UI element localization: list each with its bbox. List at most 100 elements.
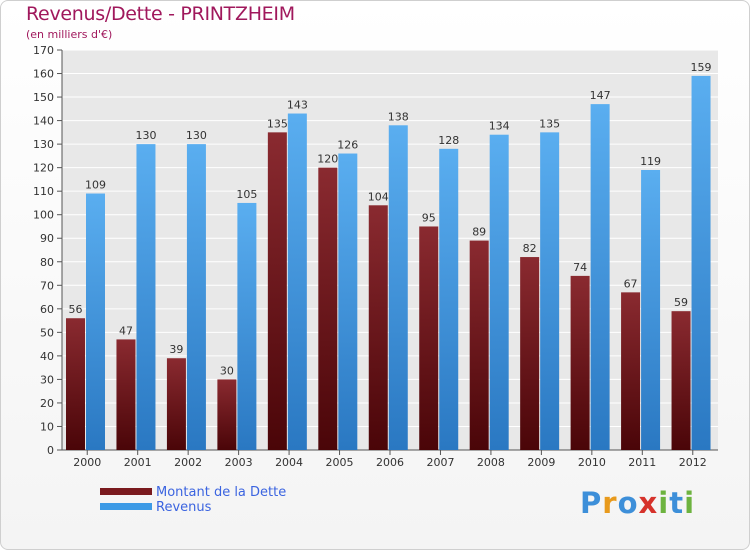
y-tick-label: 90 (40, 232, 54, 245)
x-tick-label: 2009 (527, 456, 555, 469)
legend-label-dette: Montant de la Dette (156, 485, 287, 500)
chart-subtitle: (en milliers d'€) (26, 28, 113, 41)
logo-letter: r (602, 486, 618, 520)
data-label: 74 (573, 261, 587, 274)
data-label: 128 (438, 134, 459, 147)
bar-revenus (338, 153, 358, 450)
x-tick-label: 2002 (174, 456, 202, 469)
data-label: 135 (539, 117, 560, 130)
data-label: 135 (267, 117, 288, 130)
y-tick-label: 60 (40, 303, 54, 316)
data-label: 147 (590, 89, 611, 102)
y-tick-label: 40 (40, 350, 54, 363)
y-tick-label: 10 (40, 420, 54, 433)
bar-revenus (388, 125, 408, 450)
data-label: 82 (523, 242, 537, 255)
data-label: 56 (69, 303, 83, 316)
y-tick-label: 150 (33, 91, 54, 104)
x-tick-label: 2007 (426, 456, 454, 469)
logo-letter: i (658, 486, 670, 520)
x-tick-label: 2001 (124, 456, 152, 469)
logo-letter: o (617, 486, 639, 520)
bar-revenus (439, 148, 459, 450)
data-label: 89 (472, 226, 486, 239)
y-tick-label: 50 (40, 326, 54, 339)
logo-letter: P (580, 486, 603, 520)
y-tick-label: 0 (47, 444, 54, 457)
data-label: 104 (368, 190, 389, 203)
data-label: 67 (624, 277, 638, 290)
logo-letter: t (669, 486, 685, 520)
bar-dette (116, 339, 136, 450)
y-tick-label: 160 (33, 68, 54, 81)
y-tick-label: 80 (40, 256, 54, 269)
bar-dette (166, 358, 186, 450)
legend-label-revenus: Revenus (156, 500, 212, 515)
x-tick-label: 2008 (477, 456, 505, 469)
x-tick-label: 2005 (326, 456, 354, 469)
bar-dette (419, 226, 439, 450)
logo-letter: i (684, 486, 696, 520)
bar-dette (671, 311, 691, 450)
data-label: 119 (640, 155, 661, 168)
bar-dette (469, 240, 489, 450)
legend-item-dette: Montant de la Dette (100, 485, 400, 501)
bar-revenus (287, 113, 307, 450)
data-label: 109 (85, 179, 106, 192)
data-label: 143 (287, 99, 308, 112)
y-tick-label: 130 (33, 138, 54, 151)
x-tick-label: 2000 (73, 456, 101, 469)
bar-dette (520, 257, 540, 450)
legend-item-revenus: Revenus (100, 500, 400, 516)
bar-dette (621, 292, 641, 450)
data-label: 159 (691, 61, 712, 74)
y-tick-label: 110 (33, 185, 54, 198)
legend-swatch-revenus (100, 503, 152, 510)
logo-letter: x (638, 486, 659, 520)
data-label: 138 (388, 110, 409, 123)
y-tick-label: 20 (40, 397, 54, 410)
bar-dette (66, 318, 85, 450)
bar-revenus (186, 144, 206, 450)
data-label: 126 (337, 139, 358, 152)
x-tick-label: 2004 (275, 456, 303, 469)
bar-dette (368, 205, 388, 450)
x-tick-label: 2003 (225, 456, 253, 469)
chart-title: Revenus/Dette - PRINTZHEIM (26, 3, 295, 25)
y-tick-label: 120 (33, 162, 54, 175)
data-label: 39 (169, 343, 183, 356)
x-tick-label: 2011 (628, 456, 656, 469)
x-tick-label: 2012 (679, 456, 707, 469)
data-label: 59 (674, 296, 688, 309)
chart-legend: Montant de la Dette Revenus (100, 485, 400, 516)
bar-revenus (691, 75, 711, 450)
y-tick-label: 30 (40, 373, 54, 386)
y-tick-label: 70 (40, 279, 54, 292)
x-tick-label: 2006 (376, 456, 404, 469)
bar-revenus (489, 134, 509, 451)
data-label: 30 (220, 364, 234, 377)
bar-dette (318, 167, 338, 450)
y-tick-label: 140 (33, 115, 54, 128)
data-label: 120 (317, 153, 338, 166)
y-tick-label: 170 (33, 44, 54, 57)
data-label: 105 (236, 188, 257, 201)
data-label: 47 (119, 324, 133, 337)
bar-revenus (86, 193, 105, 450)
bar-dette (217, 379, 237, 450)
bar-revenus (540, 132, 560, 450)
bar-revenus (641, 170, 661, 450)
bar-dette (267, 132, 287, 450)
bar-dette (570, 275, 590, 450)
data-label: 130 (186, 129, 207, 142)
bar-revenus (237, 202, 257, 450)
y-tick-label: 100 (33, 209, 54, 222)
data-label: 134 (489, 120, 510, 133)
proxiti-logo: Proxiti (580, 486, 695, 520)
data-label: 95 (422, 211, 436, 224)
bar-revenus (590, 104, 610, 450)
legend-swatch-dette (100, 488, 152, 495)
data-label: 130 (135, 129, 156, 142)
bar-revenus (136, 144, 156, 450)
